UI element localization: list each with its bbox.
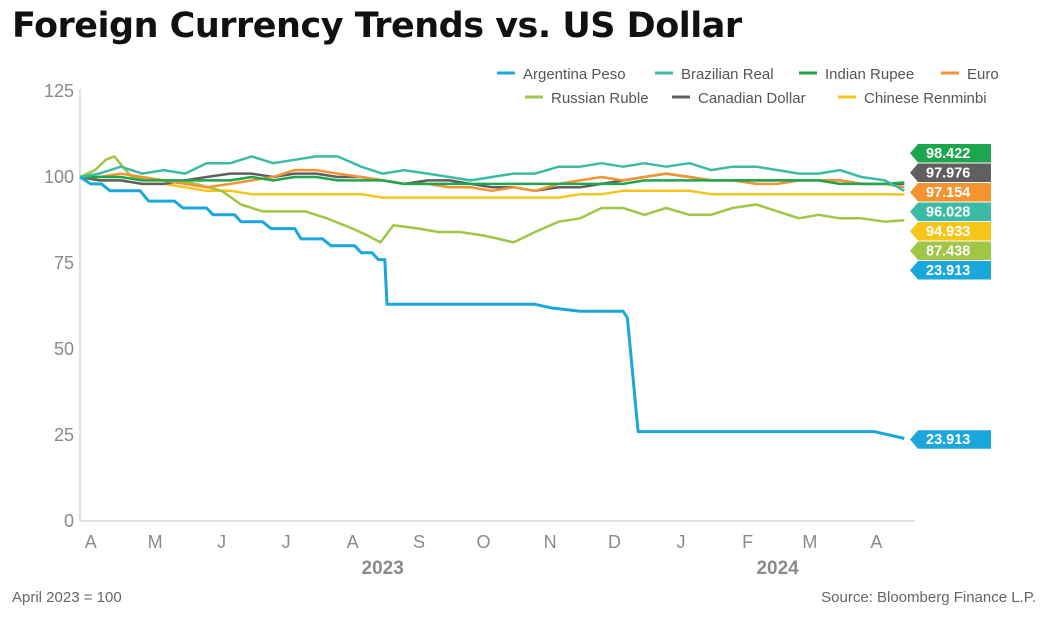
y-tick-label: 125 bbox=[44, 81, 74, 101]
series-line bbox=[80, 168, 905, 193]
end-value-tag bbox=[910, 261, 991, 280]
y-tick-label: 75 bbox=[54, 253, 74, 273]
series-line bbox=[80, 175, 905, 186]
x-tick-label: S bbox=[413, 532, 425, 552]
series-line bbox=[79, 155, 905, 192]
end-value-label: 97.154 bbox=[926, 185, 970, 201]
y-tick-label: 0 bbox=[64, 511, 74, 531]
legend-item: Canadian Dollar bbox=[698, 90, 806, 107]
y-tick-label: 25 bbox=[54, 425, 74, 445]
end-value-label: 97.976 bbox=[926, 166, 970, 182]
y-tick-label: 50 bbox=[54, 339, 74, 359]
baseline-note: April 2023 = 100 bbox=[12, 589, 122, 606]
x-tick-label: J bbox=[677, 532, 686, 552]
end-value-tag bbox=[910, 163, 991, 182]
x-tick-label: M bbox=[148, 532, 163, 552]
legend-item: Brazilian Real bbox=[681, 66, 774, 83]
x-tick-label: F bbox=[742, 532, 753, 552]
end-value-tag bbox=[910, 183, 991, 202]
end-value-tag bbox=[910, 241, 991, 260]
x-tick-label: D bbox=[608, 532, 621, 552]
end-value-label: 98.422 bbox=[926, 146, 970, 162]
x-tick-label: M bbox=[802, 532, 817, 552]
legend-item: Chinese Renminbi bbox=[864, 90, 987, 107]
x-tick-label: A bbox=[870, 532, 882, 552]
end-value-tag bbox=[910, 144, 991, 163]
end-value-label: 23.913 bbox=[926, 263, 970, 279]
end-value-tag bbox=[910, 222, 991, 241]
y-tick-label: 100 bbox=[44, 167, 74, 187]
x-tick-label: J bbox=[217, 532, 226, 552]
year-label: 2024 bbox=[756, 558, 799, 579]
chart-title: Foreign Currency Trends vs. US Dollar bbox=[12, 6, 742, 46]
source-note: Source: Bloomberg Finance L.P. bbox=[821, 589, 1036, 606]
x-tick-label: A bbox=[347, 532, 359, 552]
end-value-label: 23.913 bbox=[926, 432, 970, 448]
series-line bbox=[79, 175, 905, 440]
x-tick-label: J bbox=[282, 532, 291, 552]
x-tick-label: N bbox=[544, 532, 557, 552]
x-tick-label: O bbox=[477, 532, 491, 552]
legend-item: Russian Ruble bbox=[551, 90, 649, 107]
end-value-label: 87.438 bbox=[926, 244, 970, 260]
legend-item: Argentina Peso bbox=[523, 66, 626, 83]
legend-item: Indian Rupee bbox=[825, 66, 914, 83]
series-line bbox=[79, 155, 905, 244]
end-value-tag bbox=[910, 202, 991, 221]
year-label: 2023 bbox=[362, 558, 404, 579]
end-value-label: 96.028 bbox=[926, 205, 970, 221]
x-tick-label: A bbox=[85, 532, 97, 552]
end-value-label: 94.933 bbox=[926, 224, 970, 240]
series-line bbox=[79, 175, 905, 199]
legend-item: Euro bbox=[967, 66, 999, 83]
end-value-tag bbox=[910, 430, 991, 449]
